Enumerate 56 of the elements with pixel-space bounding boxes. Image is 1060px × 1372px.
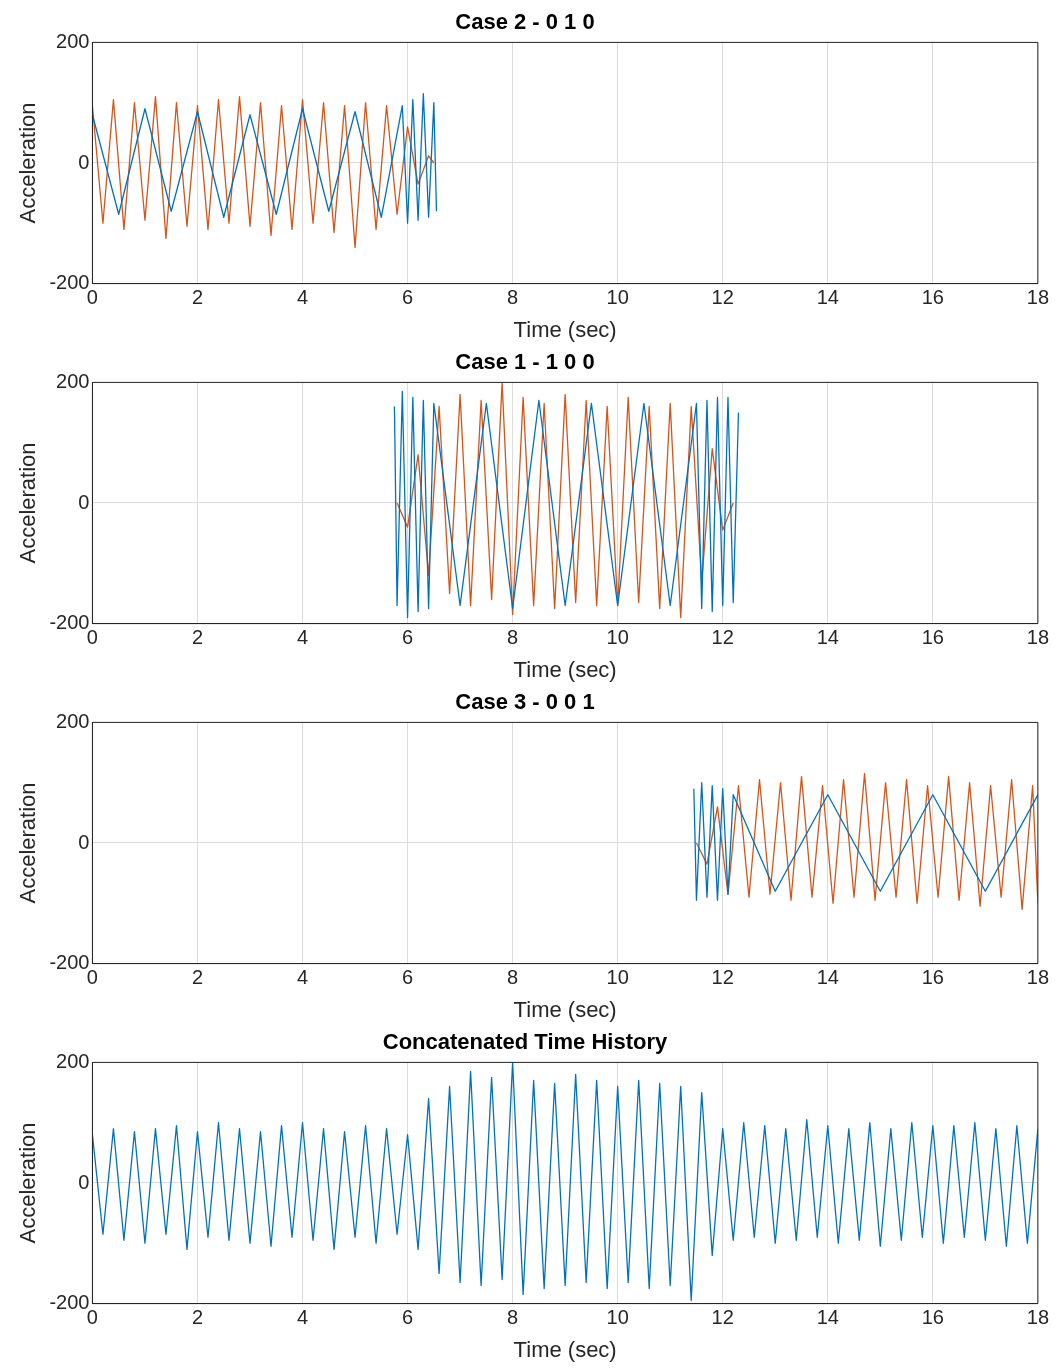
y-axis-title: Acceleration (15, 782, 41, 904)
y-tick-label: 200 (56, 709, 90, 732)
x-tick-label: 14 (816, 1306, 839, 1329)
x-tick-label: 2 (191, 1306, 204, 1329)
y-tick-label: 200 (56, 1049, 90, 1072)
y-tick-label: 200 (56, 369, 90, 392)
x-tick-label: 6 (402, 626, 414, 649)
x-tick-label: 4 (296, 626, 309, 649)
x-tick-label: 10 (606, 286, 629, 309)
x-tick-label: 12 (711, 966, 734, 989)
x-tick-label: 18 (1026, 626, 1049, 649)
x-tick-label: 6 (402, 966, 414, 989)
x-tick-label: 14 (816, 626, 839, 649)
chart-title: Case 2 - 0 1 0 (455, 9, 595, 35)
x-tick-label: 8 (507, 626, 519, 649)
x-axis-title: Time (sec) (513, 316, 617, 342)
x-tick-label: 4 (296, 1306, 309, 1329)
x-tick-label: 8 (507, 1306, 519, 1329)
x-tick-label: 16 (921, 626, 944, 649)
x-tick-label: 2 (191, 286, 204, 309)
y-tick-label: 200 (56, 29, 90, 52)
x-tick-label: 18 (1026, 286, 1049, 309)
x-tick-label: 14 (816, 966, 839, 989)
x-tick-label: 16 (921, 1306, 944, 1329)
chart-title: Concatenated Time History (382, 1029, 668, 1055)
x-tick-label: 18 (1026, 966, 1049, 989)
x-tick-label: 14 (816, 286, 839, 309)
x-tick-label: 2 (191, 966, 204, 989)
x-tick-label: 8 (507, 286, 519, 309)
x-tick-label: 4 (296, 966, 309, 989)
y-axis-title: Acceleration (15, 1122, 41, 1244)
x-tick-label: 6 (402, 1306, 414, 1329)
x-tick-label: 12 (711, 626, 734, 649)
y-tick-label: 0 (78, 830, 90, 853)
y-axis-title: Acceleration (15, 102, 41, 224)
x-axis-title: Time (sec) (513, 996, 617, 1022)
x-tick-label: 4 (296, 286, 309, 309)
y-tick-label: 0 (78, 150, 90, 173)
x-tick-label: 10 (606, 1306, 629, 1329)
x-tick-label: 8 (507, 966, 519, 989)
x-axis-title: Time (sec) (513, 1336, 617, 1362)
x-tick-label: 10 (606, 966, 629, 989)
y-tick-label: 0 (78, 1170, 90, 1193)
x-tick-label: 6 (402, 286, 414, 309)
chart-title: Case 1 - 1 0 0 (455, 349, 595, 375)
x-tick-label: 16 (921, 966, 944, 989)
x-tick-label: 18 (1026, 1306, 1049, 1329)
x-tick-label: 2 (191, 626, 204, 649)
x-axis-title: Time (sec) (513, 656, 617, 682)
x-tick-label: 16 (921, 286, 944, 309)
x-tick-label: 12 (711, 1306, 734, 1329)
chart-title: Case 3 - 0 0 1 (455, 689, 595, 715)
x-tick-label: 12 (711, 286, 734, 309)
y-axis-title: Acceleration (15, 442, 41, 564)
y-tick-label: 0 (78, 490, 90, 513)
x-tick-label: 10 (606, 626, 629, 649)
